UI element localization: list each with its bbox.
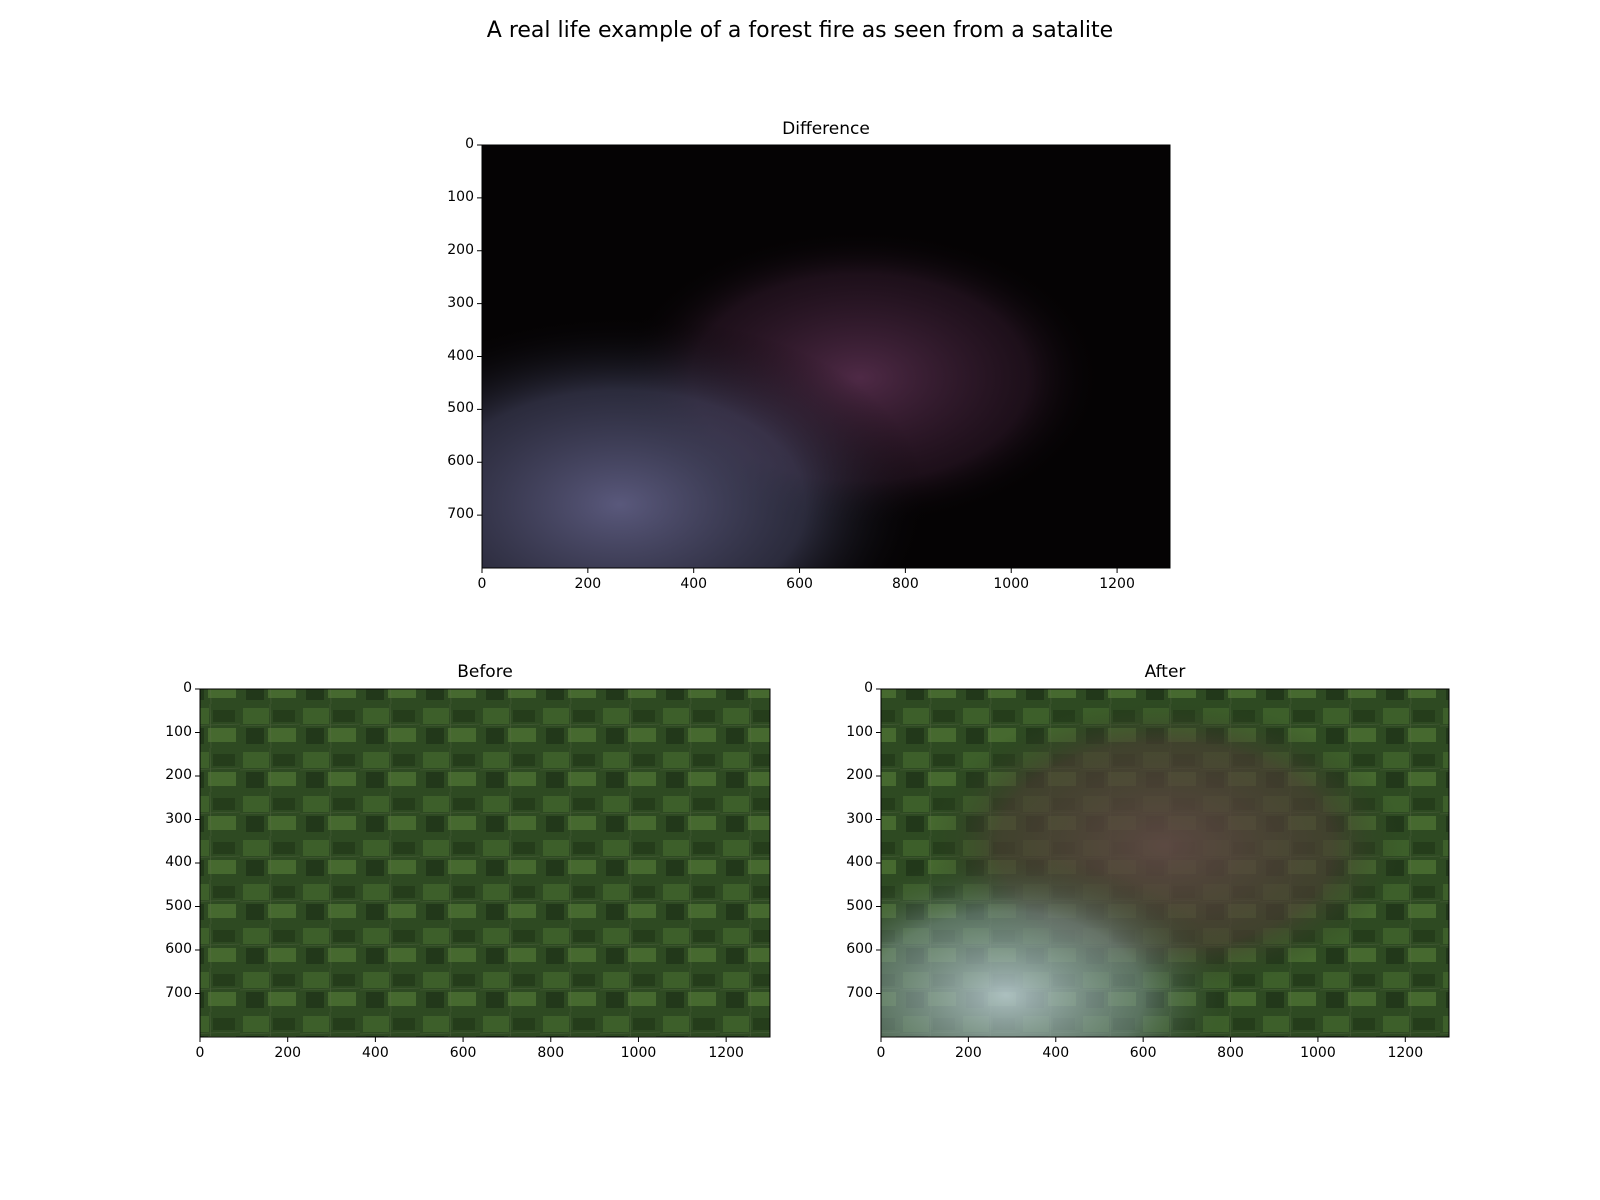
difference-smoke-region: [482, 145, 1170, 568]
figure-title: A real life example of a forest fire as …: [486, 18, 1114, 43]
after-xtick-label: 400: [1042, 1045, 1070, 1061]
before-xtick-label: 200: [274, 1045, 302, 1061]
difference-xtick-label: 1200: [1099, 576, 1135, 592]
after-ytick-label: 500: [846, 897, 873, 914]
before-axes: [195, 688, 771, 1042]
before-xtick-label: 400: [362, 1045, 389, 1061]
after-xtick-label: 1000: [1300, 1045, 1336, 1061]
before-ytick-label: 100: [165, 723, 192, 740]
before-ytick-label: 0: [183, 680, 192, 696]
difference-xtick-label: 0: [477, 576, 487, 592]
after-ytick-label: 200: [846, 767, 873, 783]
after-ytick-label: 600: [846, 941, 873, 957]
before-ytick-label: 400: [165, 854, 192, 870]
before-xtick-label: 1000: [620, 1045, 657, 1061]
difference-ytick-label: 0: [465, 136, 474, 152]
difference-xtick-label: 600: [786, 576, 813, 592]
before-xtick-label: 800: [537, 1045, 565, 1061]
before-ytick-label: 300: [165, 810, 192, 827]
difference-panel-title: Difference: [782, 119, 870, 139]
after-xtick-label: 800: [1217, 1045, 1244, 1061]
after-xtick-label: 200: [955, 1045, 982, 1061]
difference-xtick-label: 800: [892, 576, 919, 592]
difference-xtick-label: 400: [680, 576, 708, 592]
after-ytick-label: 700: [846, 984, 873, 1001]
difference-xtick-label: 200: [574, 576, 602, 592]
before-xtick-label: 1200: [708, 1045, 744, 1061]
difference-xtick-label: 1000: [993, 576, 1030, 592]
difference-ytick-label: 700: [447, 506, 474, 523]
before-ytick-label: 200: [165, 767, 192, 783]
difference-ytick-label: 500: [447, 400, 474, 417]
before-xtick-label: 600: [449, 1045, 477, 1061]
difference-axes: [477, 144, 1171, 573]
before-xtick-label: 0: [195, 1045, 205, 1061]
after-xtick-label: 1200: [1387, 1045, 1424, 1061]
difference-ytick-label: 100: [447, 188, 474, 205]
after-xtick-label: 0: [876, 1045, 886, 1061]
before-field-texture: [200, 689, 770, 1037]
before-ytick-label: 500: [165, 897, 192, 914]
after-axes: [876, 688, 1450, 1042]
after-ytick-label: 400: [846, 854, 873, 870]
difference-ytick-label: 200: [447, 241, 474, 258]
after-ytick-label: 300: [846, 810, 873, 827]
difference-ytick-label: 600: [447, 453, 474, 470]
before-ytick-label: 700: [165, 984, 192, 1001]
after-ytick-label: 0: [864, 680, 873, 696]
difference-ytick-label: 300: [447, 294, 474, 311]
after-panel-title: After: [1144, 662, 1186, 682]
after-smoke-region: [881, 689, 1449, 1037]
difference-ytick-label: 400: [447, 347, 474, 364]
before-panel-title: Before: [457, 662, 513, 682]
after-xtick-label: 600: [1129, 1045, 1157, 1061]
after-ytick-label: 100: [846, 723, 873, 740]
before-ytick-label: 600: [165, 941, 192, 957]
